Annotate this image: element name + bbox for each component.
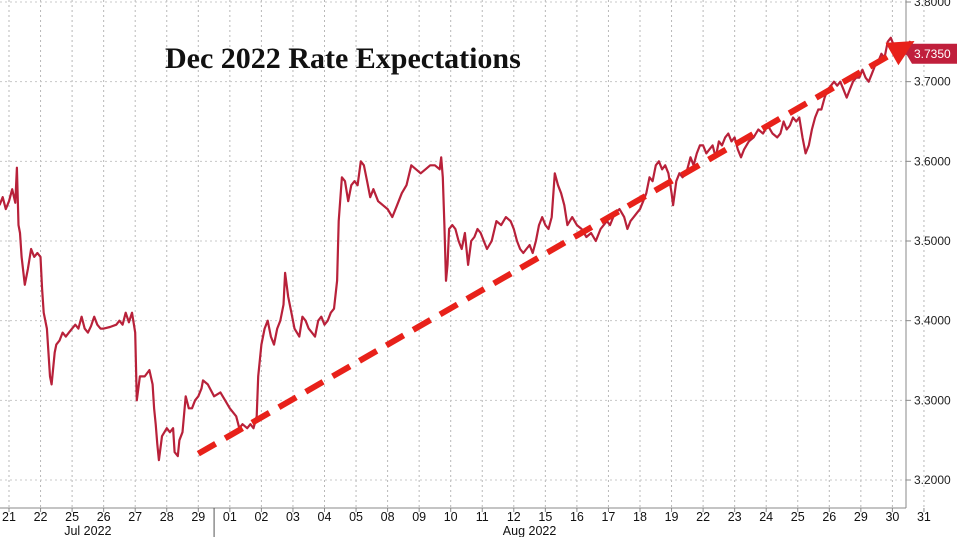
x-tick-label: 25 (791, 510, 805, 524)
x-tick-label: 09 (412, 510, 426, 524)
x-tick-label: 02 (254, 510, 268, 524)
x-tick-label: 29 (854, 510, 868, 524)
x-tick-label: 24 (759, 510, 773, 524)
y-tick-label: 3.2000 (914, 473, 951, 487)
month-label: Aug 2022 (503, 524, 557, 537)
x-tick-label: 26 (97, 510, 111, 524)
month-label: Jul 2022 (64, 524, 111, 537)
last-value-badge-bg (906, 43, 957, 64)
x-tick-label: 10 (444, 510, 458, 524)
month-labels: Jul 2022 Aug 2022 (64, 524, 556, 537)
x-tick-label: 31 (917, 510, 931, 524)
x-ticks: 21 22 25 26 27 28 29 01 02 03 04 05 08 09 10 11 12 15 16 17… (2, 508, 931, 524)
x-tick-label: 03 (286, 510, 300, 524)
x-tick-label: 15 (538, 510, 552, 524)
y-ticks: 3.8000 3.7000 3.6000 3.5000 3.4000 3.3000 3.20… (906, 0, 951, 487)
x-tick-label: 21 (2, 510, 16, 524)
x-tick-label: 23 (728, 510, 742, 524)
chart-title: Dec 2022 Rate Expectations (165, 42, 521, 75)
last-value-badge: 3.7350 (906, 43, 957, 64)
last-value-label: 3.7350 (914, 47, 951, 61)
x-tick-label: 08 (381, 510, 395, 524)
x-tick-label: 28 (160, 510, 174, 524)
y-tick-label: 3.5000 (914, 234, 951, 248)
y-tick-label: 3.8000 (914, 0, 951, 9)
x-tick-label: 27 (128, 510, 142, 524)
grid (0, 0, 925, 508)
x-tick-label: 19 (665, 510, 679, 524)
x-tick-label: 11 (476, 510, 489, 524)
trend-arrow-shaft (196, 51, 894, 457)
x-tick-label: 25 (65, 510, 79, 524)
x-tick-label: 22 (34, 510, 48, 524)
y-tick-label: 3.3000 (914, 393, 951, 407)
x-tick-label: 16 (570, 510, 584, 524)
x-tick-label: 05 (349, 510, 363, 524)
x-tick-label: 01 (223, 510, 237, 524)
y-tick-label: 3.4000 (914, 314, 951, 328)
x-tick-label: 22 (696, 510, 710, 524)
y-tick-label: 3.7000 (914, 75, 951, 89)
x-tick-label: 12 (507, 510, 521, 524)
x-tick-label: 18 (633, 510, 647, 524)
trend-arrow (196, 41, 915, 457)
x-tick-label: 30 (885, 510, 899, 524)
x-tick-label: 29 (191, 510, 205, 524)
x-tick-label: 04 (318, 510, 332, 524)
series-line (0, 36, 918, 462)
trend-arrow-head (885, 41, 915, 66)
x-tick-label: 26 (822, 510, 836, 524)
y-tick-label: 3.6000 (914, 154, 951, 168)
x-tick-label: 17 (601, 510, 615, 524)
